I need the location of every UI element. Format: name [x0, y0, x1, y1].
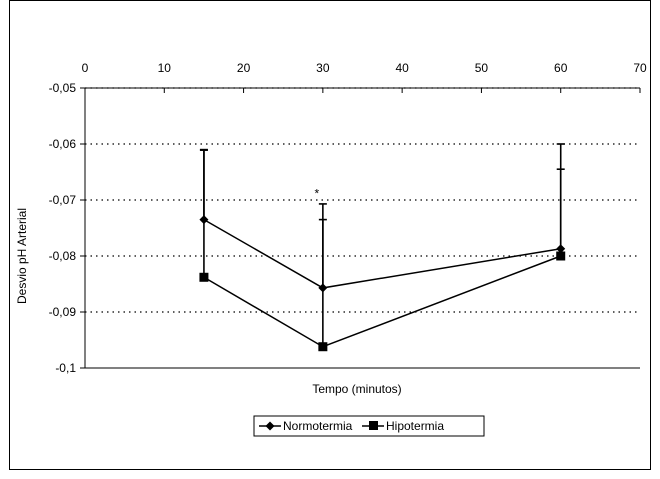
x-tick-label: 50: [475, 61, 489, 75]
legend-marker-diamond: [265, 421, 275, 431]
x-tick-label: 0: [82, 61, 89, 75]
y-axis-title: Desvio pH Arterial: [15, 208, 29, 304]
legend-label-normotermia: Normotermia: [283, 419, 353, 433]
legend-item-normotermia: Normotermia: [259, 419, 353, 433]
legend-label-hipotermia: Hipotermia: [386, 419, 444, 433]
series-lines: [203, 218, 561, 348]
y-tick-label: -0,08: [49, 249, 77, 263]
x-tick-label: 10: [158, 61, 172, 75]
gridlines: [85, 87, 640, 313]
y-tick-label: -0,06: [49, 137, 77, 151]
chart-frame: [9, 0, 651, 470]
legend-item-hipotermia: Hipotermia: [362, 419, 444, 433]
point-hipotermia: [556, 251, 566, 261]
point-hipotermia: [199, 272, 209, 282]
x-tick-label: 30: [316, 61, 330, 75]
series-markers: [199, 215, 566, 352]
legend-marker-square: [369, 421, 378, 430]
series-line-hipotermia: [203, 255, 561, 348]
point-normotermia: [199, 215, 209, 225]
x-tick-label: 70: [633, 61, 647, 75]
point-normotermia: [318, 283, 328, 293]
y-tick-labels: -0,05 -0,06 -0,07 -0,08 -0,09 -0,1: [49, 81, 77, 375]
series-line-normotermia: [203, 218, 561, 289]
point-hipotermia: [318, 342, 328, 352]
y-tick-label: -0,1: [55, 361, 76, 375]
x-axis-title: Tempo (minutos): [312, 382, 401, 396]
y-tick-label: -0,05: [49, 81, 77, 95]
error-bars: [199, 143, 565, 347]
legend: Normotermia Hipotermia: [253, 415, 485, 437]
y-tick-label: -0,07: [49, 193, 77, 207]
x-tick-label: 40: [395, 61, 409, 75]
x-tick-labels: 0 10 20 30 40 50 60 70: [82, 61, 647, 75]
x-tick-label: 20: [237, 61, 251, 75]
y-tick-label: -0,09: [49, 305, 77, 319]
x-tick-label: 60: [554, 61, 568, 75]
axes: [80, 87, 641, 369]
point-normotermia: [556, 244, 566, 254]
significance-annotation: *: [315, 187, 320, 201]
